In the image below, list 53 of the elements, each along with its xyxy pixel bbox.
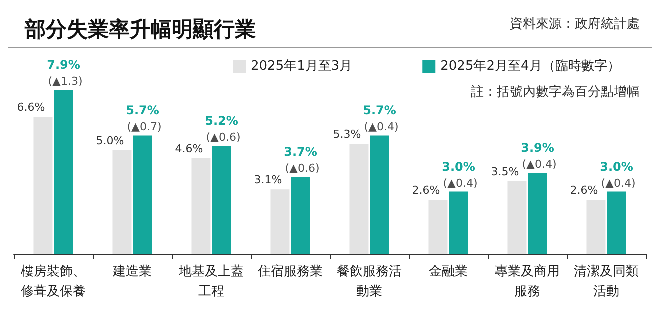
data-label: 2.6% [570,184,598,198]
bar [34,117,53,254]
data-label: 2.6% [412,184,440,198]
annotation: (▲0.4) [443,176,478,190]
data-label: 6.6% [17,101,46,114]
annotation: (▲0.4) [601,176,636,190]
x-tick-label: 金融業 [429,264,468,280]
bar [54,90,74,254]
bar [133,136,152,254]
data-label: 5.7% [363,104,396,118]
x-tick-label: 餐飲服務活動業 [337,264,402,300]
bar [350,144,369,254]
legend-label: 2025年2月至4月（臨時數字） [440,58,620,74]
bar [428,200,448,254]
annotation: (▲0.6) [285,162,320,176]
legend-label: 2025年1月至3月 [251,59,353,74]
data-label: 5.3% [333,128,362,142]
bar [508,181,527,254]
data-label: 7.9% [47,58,80,72]
data-label: 3.0% [442,160,476,174]
bar [528,173,548,254]
bar [291,177,310,254]
data-label: 3.1% [254,174,282,187]
data-label: 3.9% [521,141,554,156]
x-tick-label: 地基及上蓋工程 [178,264,244,300]
x-tick-label: 住宿服務業 [257,264,323,280]
annotation: (▲1.3) [48,75,83,88]
data-label: 3.5% [491,165,520,178]
bar [192,158,211,254]
bar [449,192,468,254]
bar [212,146,232,254]
annotation: (▲0.4) [364,120,399,134]
x-tick-label: 專業及商用服務 [495,264,560,300]
bar [112,150,132,254]
x-tick-label: 清潔及同類活動 [574,264,639,300]
bar [370,136,390,254]
data-label: 5.7% [126,104,160,118]
data-label: 5.2% [205,114,238,128]
bar [607,192,626,254]
x-tick-label: 樓房裝飾、修葺及保養 [21,264,86,300]
bar [270,190,290,254]
annotation: 註：括號內數字為百分點增幅 [471,84,640,100]
bar [586,200,606,254]
data-label: 3.7% [284,145,318,160]
chart-title: 部分失業率升幅明顯行業 [24,18,256,42]
x-tick-label: 建造業 [112,264,152,280]
data-label: 5.0% [96,134,124,148]
data-label: 4.6% [175,142,204,156]
annotation: (▲0.4) [522,158,557,172]
source-note: 資料來源：政府統計處 [510,16,640,32]
data-label: 3.0% [600,160,634,174]
annotation: (▲0.6) [206,131,241,144]
annotation: (▲0.7) [127,120,162,134]
